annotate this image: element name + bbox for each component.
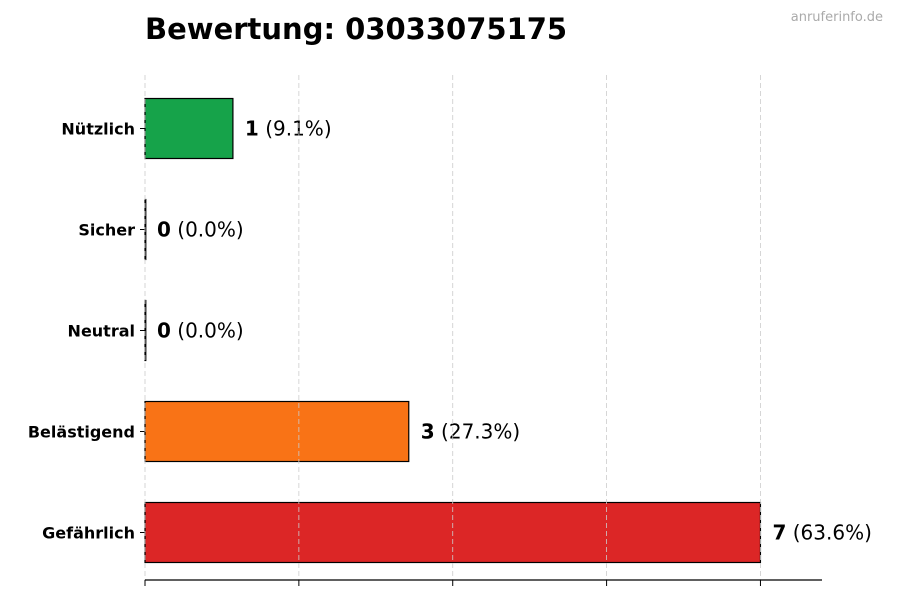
category-label-1: Sicher [78,221,135,240]
category-label-4: Gefährlich [42,524,135,543]
data-label-4: 7 (63.6%) [772,521,871,545]
data-label-3: 3 (27.3%) [421,420,520,444]
data-percent: (63.6%) [786,521,872,545]
bar-0 [144,97,234,160]
chart-title: Bewertung: 03033075175 [145,12,568,46]
data-value: 3 [421,420,435,444]
bar-3 [144,400,410,463]
category-label-3: Belästigend [28,423,135,442]
data-percent: (27.3%) [435,420,521,444]
data-label-1: 0 (0.0%) [157,218,244,242]
category-label-0: Nützlich [61,120,135,139]
data-value: 1 [245,117,259,141]
data-percent: (0.0%) [171,319,244,343]
data-label-0: 1 (9.1%) [245,117,332,141]
data-value: 7 [772,521,786,545]
data-value: 0 [157,319,171,343]
data-percent: (0.0%) [171,218,244,242]
data-value: 0 [157,218,171,242]
watermark: anruferinfo.de [790,10,883,25]
data-percent: (9.1%) [259,117,332,141]
data-label-2: 0 (0.0%) [157,319,244,343]
category-label-2: Neutral [68,322,135,341]
